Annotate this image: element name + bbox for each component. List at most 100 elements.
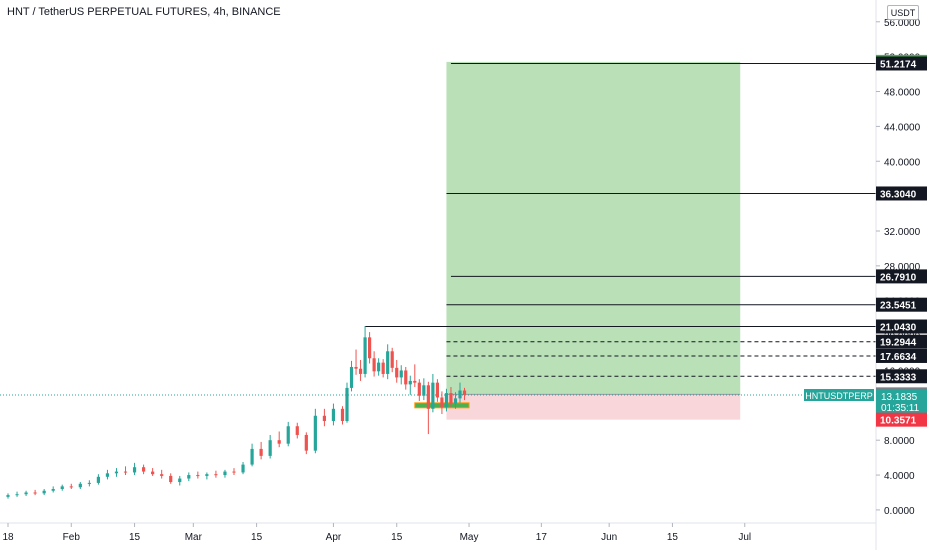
candle-body [87, 482, 91, 484]
stop-price-tag: 10.3571 [880, 416, 917, 427]
candle [259, 441, 263, 460]
candle-body [377, 362, 381, 372]
candle-body [431, 382, 435, 409]
candle-body [395, 367, 399, 378]
candle-body [24, 492, 28, 495]
level-price-tag: 17.6634 [880, 352, 917, 363]
candle-body [458, 390, 462, 399]
x-tick-label: Mar [185, 532, 203, 543]
candle-body [340, 408, 345, 422]
candle-body [114, 471, 119, 474]
candle [105, 469, 110, 480]
candle-body [354, 366, 358, 369]
candle-body [160, 474, 164, 476]
candle [444, 388, 449, 412]
candle [313, 408, 317, 454]
candle [453, 392, 458, 409]
x-tick-label: May [460, 532, 479, 543]
y-tick-label: 8.0000 [884, 436, 915, 447]
candle [363, 326, 367, 378]
candle-body [349, 366, 354, 388]
candle-body [399, 370, 403, 378]
candle-body [33, 492, 37, 494]
x-tick-label: Apr [326, 532, 342, 543]
candle [422, 378, 426, 401]
candle [15, 491, 19, 497]
candle-body [96, 476, 100, 483]
level-price-tag-bg [876, 269, 927, 284]
candle [417, 379, 421, 401]
candle-body [78, 483, 82, 488]
chart-title: HNT / TetherUS PERPETUAL FUTURES, 4h, BI… [7, 6, 281, 18]
last-price-tag-bg [876, 389, 927, 414]
symbol-tag-bg [804, 389, 874, 402]
candle-body [449, 393, 453, 404]
profit-zone [446, 61, 741, 395]
candle [151, 468, 155, 476]
stop-price-tag-bg [876, 412, 927, 427]
candle [6, 493, 10, 499]
candle [358, 359, 363, 381]
candle-body [422, 385, 426, 396]
candle [372, 351, 376, 377]
candle [96, 474, 100, 485]
candle-body [304, 434, 308, 451]
level-price-tag-bg [876, 186, 927, 201]
candle-body [142, 467, 146, 472]
candle [395, 359, 399, 383]
candle-body [250, 448, 254, 465]
candle [408, 375, 412, 395]
y-tick-label: 44.0000 [884, 122, 921, 133]
candle-body [169, 475, 173, 483]
candle [331, 403, 336, 426]
candle [322, 408, 326, 427]
candle [286, 421, 290, 447]
candle [87, 480, 91, 487]
candle-body [6, 495, 10, 497]
candle-body [268, 440, 272, 456]
candle [205, 472, 209, 480]
candle [377, 358, 381, 376]
candle-body [241, 464, 245, 473]
x-tick-label: Feb [63, 532, 81, 543]
candle-body [417, 382, 421, 396]
y-tick-label: 40.0000 [884, 157, 921, 168]
candle-body [368, 337, 372, 359]
candle [354, 349, 358, 375]
candle [440, 391, 444, 415]
candle [78, 482, 82, 490]
candle-body [363, 337, 367, 374]
candle-body [187, 475, 191, 479]
candle-body [132, 467, 137, 473]
currency-button[interactable]: USDT [887, 5, 919, 20]
candle-body [313, 415, 317, 451]
candle [33, 489, 37, 496]
level-price-tag: 21.0430 [880, 323, 917, 334]
symbol-tag: HNTUSDTPERP [805, 391, 873, 401]
candle-body [295, 426, 299, 435]
candle [69, 483, 73, 490]
y-tick-label: 56.0000 [884, 18, 921, 29]
candle [404, 366, 408, 390]
candle [169, 473, 173, 484]
x-tick-label: 15 [251, 532, 263, 543]
candle [304, 432, 308, 455]
candle-body [372, 358, 376, 372]
price-labels: 51.399851.217436.304026.791023.545121.04… [804, 54, 927, 427]
level-price-tag-bg [876, 56, 927, 71]
candle-body [69, 486, 73, 488]
y-tick-label: 32.0000 [884, 227, 921, 238]
countdown-label: 01:35:11 [881, 403, 920, 414]
candle-body [386, 351, 390, 374]
candle-body [331, 408, 336, 422]
candle [349, 360, 354, 392]
candle [426, 381, 430, 435]
candle [386, 344, 390, 380]
candle-body [178, 478, 182, 483]
candle [24, 490, 28, 496]
candle-body [390, 351, 394, 368]
level-price-tag-bg [876, 369, 927, 384]
candle-body [440, 397, 444, 408]
candle [368, 332, 372, 364]
